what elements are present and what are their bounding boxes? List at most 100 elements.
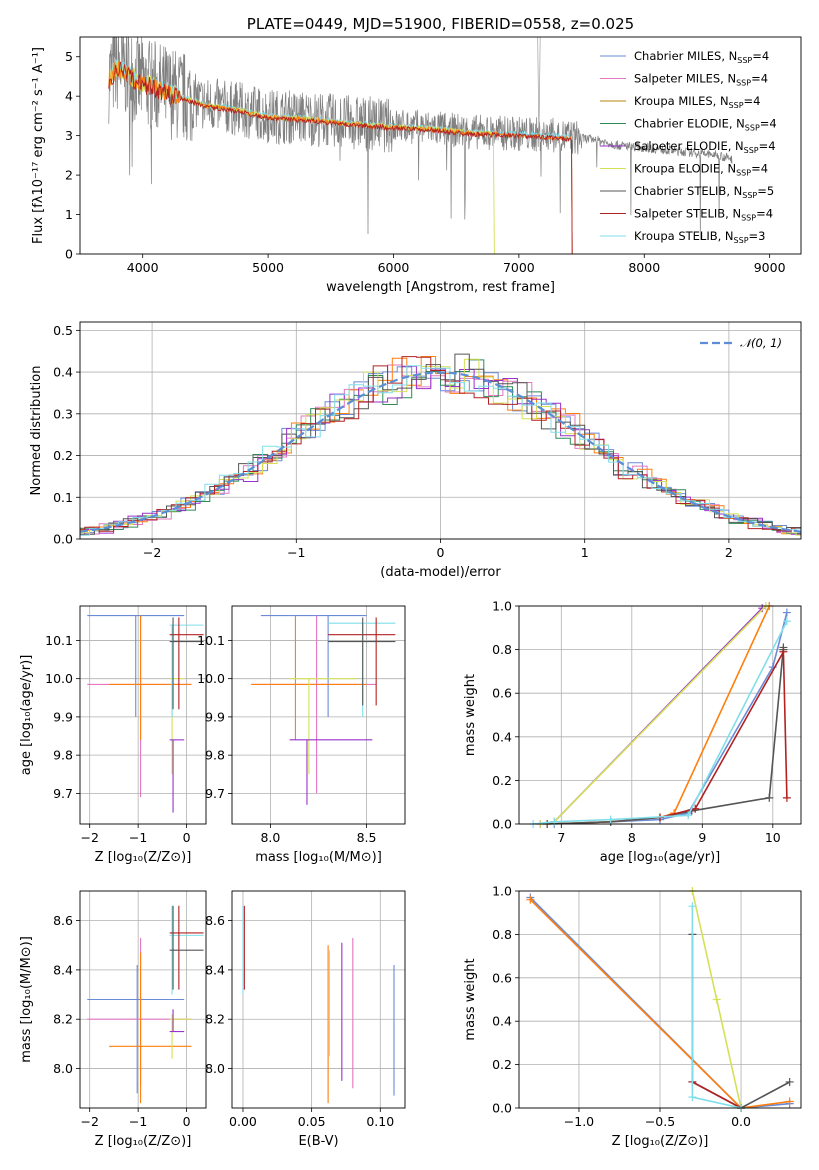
legend-entry: Salpeter ELODIE, NSSP=4: [634, 139, 776, 155]
x-tick-label: −1: [129, 1114, 147, 1129]
model-fit-line: [108, 61, 573, 254]
x-tick-label: 8.0: [260, 830, 280, 845]
chart-4: 8.0 8.5 9.7 9.8 9.9 10.0 10.1 mass [log₁₀(M/M⊙)…: [197, 605, 406, 865]
y-tick-label: 0.3: [53, 406, 73, 421]
data-point-marker: [765, 793, 774, 802]
y-tick-label: 8.0: [53, 1061, 73, 1076]
data-point-marker: [526, 895, 535, 904]
data-point-marker: [712, 995, 721, 1004]
x-axis-label: mass [log₁₀(M/M⊙)]: [255, 850, 382, 865]
y-tick-label: 3: [65, 128, 73, 143]
mass-weight-line: [539, 607, 763, 824]
data-point-marker: [550, 817, 559, 826]
x-tick-label: 8: [628, 830, 636, 845]
chart-title: PLATE=0449, MJD=51900, FIBERID=0558, z=0…: [247, 15, 634, 33]
legend-entry: Kroupa MILES, NSSP=4: [634, 94, 760, 110]
chart-5: 7 8 9 10 0.0 0.2 0.4 0.6 0.8 1.0 age [log₁₀(age/yr…: [463, 599, 802, 865]
data-point-marker: [691, 804, 700, 813]
x-tick-label: 0: [183, 1114, 191, 1129]
x-tick-label: 9: [698, 830, 706, 845]
y-tick-label: 9.7: [53, 786, 73, 801]
y-tick-label: 0.8: [492, 927, 512, 942]
y-tick-label: 1: [65, 207, 73, 222]
y-tick-label: 8.6: [205, 913, 225, 928]
axes-frame: [79, 321, 802, 540]
x-tick-label: −1: [287, 545, 305, 560]
axes-frame: [231, 890, 406, 1109]
legend-entry: Salpeter STELIB, NSSP=4: [634, 207, 773, 223]
legend-entry: Kroupa ELODIE, NSSP=4: [634, 162, 768, 178]
x-axis-label: wavelength [Angstrom, rest frame]: [326, 280, 555, 295]
mass-weight-line: [529, 896, 790, 1108]
x-tick-label: 8.5: [357, 830, 377, 845]
x-tick-label: −1: [129, 830, 147, 845]
y-tick-label: 0.6: [492, 686, 512, 701]
x-axis-label: Z [log₁₀(Z/Z⊙)]: [95, 850, 192, 865]
legend-entry: Salpeter MILES, NSSP=4: [634, 72, 768, 88]
chart-8: −1.0 −0.5 0.0 0.0 0.2 0.4 0.6 0.8 1.0 Z [log₁₀(Z/…: [463, 884, 802, 1149]
x-axis-label: Z [log₁₀(Z/Z⊙)]: [95, 1134, 192, 1149]
x-tick-label: −0.5: [645, 1114, 675, 1129]
x-tick-label: 0.05: [298, 1114, 326, 1129]
y-tick-label: 0.2: [492, 1057, 512, 1072]
residual-histogram: [80, 365, 801, 536]
y-tick-label: 0.8: [492, 642, 512, 657]
y-tick-label: 0.4: [492, 729, 512, 744]
mass-weight-line: [547, 647, 785, 824]
x-tick-label: 0.10: [366, 1114, 394, 1129]
y-tick-label: 0: [65, 247, 73, 262]
axes-frame: [518, 890, 802, 1109]
normal-curve: [80, 371, 801, 533]
data-point-marker: [785, 1077, 794, 1086]
y-tick-label: 1.0: [492, 599, 512, 614]
x-tick-label: 6000: [378, 260, 410, 275]
chart-6: −2 −1 0 8.0 8.2 8.4 8.6 Z [log₁₀(Z/Z⊙)] mass [lo…: [19, 890, 207, 1149]
x-axis-label: age [log₁₀(age/yr)]: [600, 850, 721, 865]
mass-weight-line: [529, 899, 790, 1108]
x-tick-label: −1.0: [564, 1114, 594, 1129]
y-tick-label: 8.0: [205, 1061, 225, 1076]
y-tick-label: 10.1: [197, 633, 225, 648]
data-point-marker: [785, 1097, 794, 1106]
y-tick-label: 9.8: [53, 748, 73, 763]
data-point-marker: [782, 608, 791, 617]
y-tick-label: 10.0: [197, 671, 225, 686]
legend-entry: Kroupa STELIB, NSSP=3: [634, 229, 765, 245]
x-tick-label: 0.0: [731, 1114, 751, 1129]
data-point-marker: [688, 902, 697, 911]
model-fit-line: [108, 61, 573, 254]
x-tick-label: 0: [183, 830, 191, 845]
y-tick-label: 2: [65, 168, 73, 183]
y-tick-label: 0.0: [53, 532, 73, 547]
x-tick-label: 0: [437, 545, 445, 560]
chart-7: 0.00 0.05 0.10 8.0 8.2 8.4 8.6 E(B-V): [205, 890, 406, 1149]
x-tick-label: 8000: [628, 260, 660, 275]
data-point-marker: [688, 1093, 697, 1102]
y-tick-label: 10.1: [45, 633, 73, 648]
y-tick-label: 8.6: [53, 913, 73, 928]
x-tick-label: 1: [581, 545, 589, 560]
mass-weight-line: [659, 648, 788, 819]
y-tick-label: 4: [65, 89, 73, 104]
x-tick-label: 0.00: [229, 1114, 257, 1129]
axes-frame: [79, 36, 802, 255]
y-tick-label: 1.0: [492, 884, 512, 899]
x-tick-label: −2: [80, 830, 98, 845]
y-tick-label: 8.2: [205, 1012, 225, 1027]
y-tick-label: 8.2: [53, 1012, 73, 1027]
y-tick-label: 9.9: [205, 709, 225, 724]
x-tick-label: 5000: [252, 260, 284, 275]
y-tick-label: 0.4: [492, 1014, 512, 1029]
y-tick-label: 9.9: [53, 709, 73, 724]
y-axis-label: mass weight: [463, 674, 478, 756]
y-axis-label: mass [log₁₀(M/M⊙)]: [19, 936, 34, 1063]
y-tick-label: 0.1: [53, 490, 73, 505]
data-point-marker: [684, 811, 693, 820]
axes-frame: [231, 605, 406, 825]
chart-3: −2 −1 0 9.7 9.8 9.9 10.0 10.1 Z [log₁₀(Z/Z⊙)] age…: [19, 605, 207, 865]
axes-frame: [79, 890, 207, 1109]
x-tick-label: 7: [557, 830, 565, 845]
legend-entry: Chabrier MILES, NSSP=4: [634, 49, 769, 65]
model-fit-line: [108, 58, 573, 254]
